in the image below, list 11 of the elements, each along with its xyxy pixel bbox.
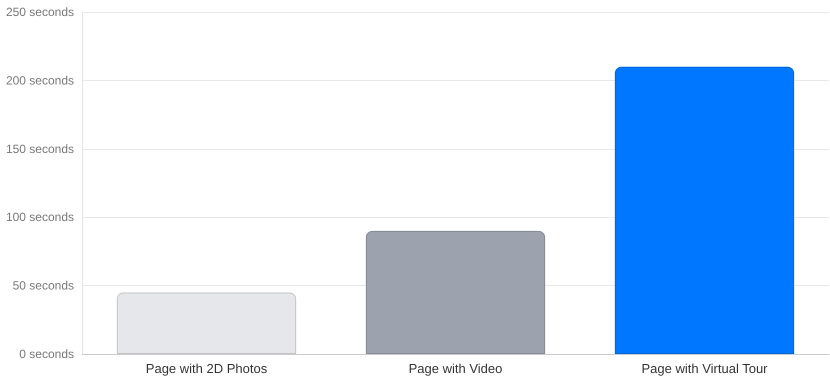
y-tick-label: 100 seconds <box>6 210 74 224</box>
bar <box>366 230 546 354</box>
bar <box>614 66 794 354</box>
x-tick-label: Page with Virtual Tour <box>642 361 768 376</box>
x-tick-label: Page with Video <box>408 361 502 376</box>
y-tick-label: 200 seconds <box>6 73 74 88</box>
y-tick-label: 50 seconds <box>12 278 74 293</box>
y-tick-label: 0 seconds <box>19 347 74 361</box>
x-tick-label: Page with 2D Photos <box>146 361 268 376</box>
y-tick-label: 150 seconds <box>6 142 74 156</box>
y-tick-label: 250 seconds <box>6 5 74 19</box>
